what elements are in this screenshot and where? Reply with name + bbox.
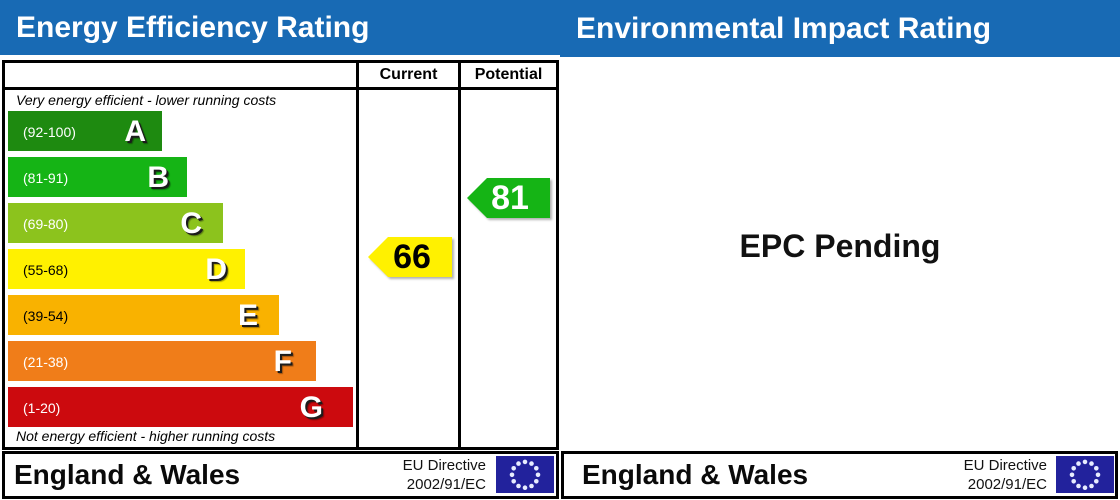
header-row-divider [5,87,556,90]
eu-flag-icon [1056,456,1114,493]
band-e-range: (39-54) [23,308,69,324]
energy-rating-header: Energy Efficiency Rating [0,0,560,55]
band-e: (39-54) E [8,295,279,335]
band-a-range: (92-100) [23,124,76,140]
energy-rating-title: Energy Efficiency Rating [16,10,370,44]
band-g: (1-20) G [8,387,353,427]
band-f-range: (21-38) [23,354,69,370]
energy-directive-line1: EU Directive [402,457,486,474]
band-g-range: (1-20) [23,400,61,416]
energy-rating-chart: Current Potential Very energy efficient … [2,60,559,450]
current-column-divider [356,63,359,447]
band-d-letter: D [205,253,227,286]
band-a: (92-100) A [8,111,162,151]
energy-footer-directive: EU Directive 2002/91/EC [403,457,486,494]
potential-column-header: Potential [474,66,543,83]
current-column-header: Current [379,66,438,83]
bottom-caption: Not energy efficient - higher running co… [16,428,276,444]
band-f-letter: F [273,345,292,378]
current-rating-value: 66 [393,238,431,276]
band-c-range: (69-80) [23,216,69,232]
potential-column-divider [458,63,461,447]
impact-footer: England & Wales EU Directive 2002/91/EC [561,451,1118,499]
potential-rating-arrow: 81 [467,178,550,218]
band-a-letter: A [124,115,146,148]
band-b-letter: B [147,161,169,194]
top-caption: Very energy efficient - lower running co… [16,92,277,108]
current-rating-arrow: 66 [368,237,452,277]
band-f: (21-38) F [8,341,316,381]
epc-pending-status: EPC Pending [739,228,941,264]
impact-footer-region: England & Wales [582,459,809,490]
band-d: (55-68) D [8,249,245,289]
energy-footer: England & Wales EU Directive 2002/91/EC [2,451,559,499]
band-e-letter: E [237,299,258,332]
potential-rating-value: 81 [491,179,529,217]
impact-rating-title: Environmental Impact Rating [576,11,992,45]
band-c: (69-80) C [8,203,223,243]
impact-footer-directive: EU Directive 2002/91/EC [964,457,1047,494]
band-b: (81-91) B [8,157,187,197]
energy-directive-line2: 2002/91/EC [406,475,486,493]
band-d-range: (55-68) [23,262,69,278]
eu-flag-icon [496,456,554,493]
impact-directive-line1: EU Directive [963,457,1047,474]
band-c-letter: C [180,207,202,240]
band-b-range: (81-91) [23,170,69,186]
band-g-letter: G [299,391,323,424]
impact-rating-header: Environmental Impact Rating [560,0,1120,57]
energy-footer-region: England & Wales [14,459,241,490]
impact-directive-line2: 2002/91/EC [967,475,1047,493]
